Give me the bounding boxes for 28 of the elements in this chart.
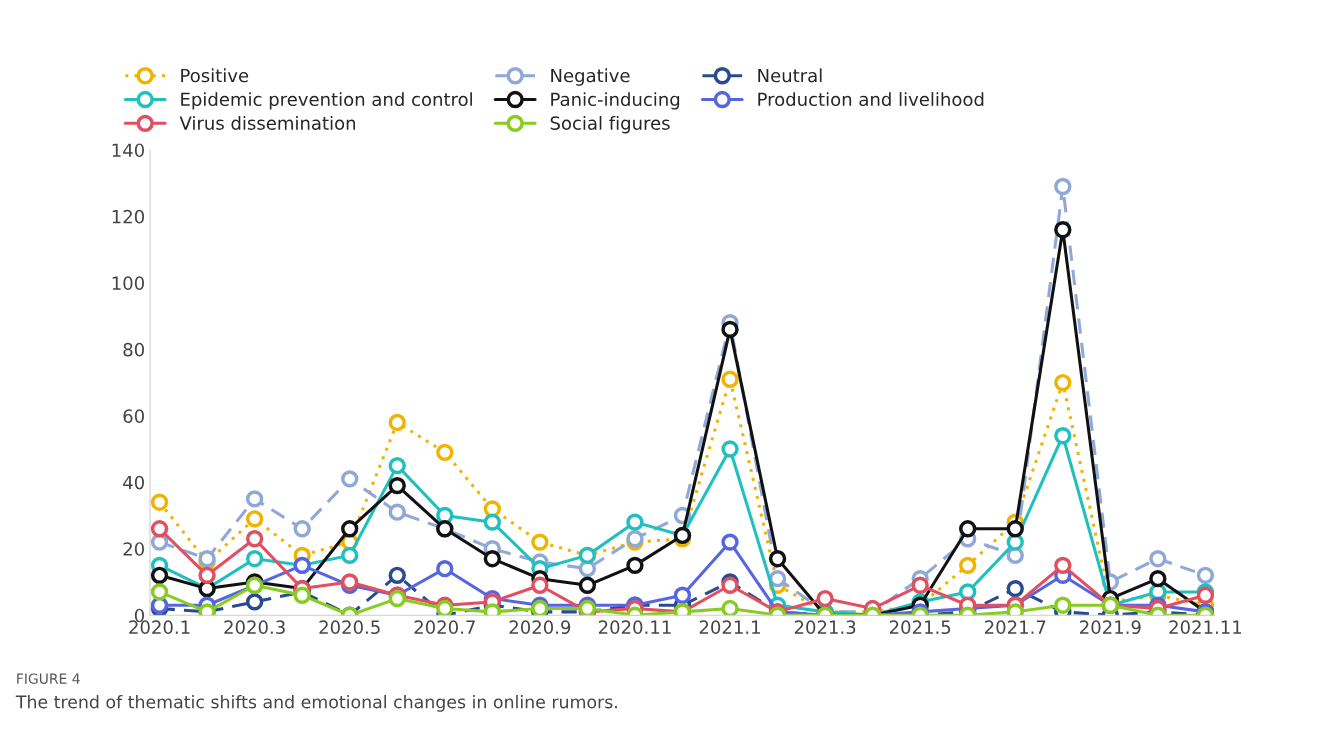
y-tick-label: 120	[112, 209, 144, 224]
x-tick-label: 2021.5	[889, 620, 951, 635]
legend-label: Neutral	[758, 68, 822, 83]
y-tick-label: 20	[123, 542, 144, 556]
y-tick-label: 60	[123, 409, 144, 423]
legend-label: Social figures	[550, 115, 670, 134]
legend-label: Production and livelihood	[758, 92, 984, 107]
x-tick-label: 2021.9	[1080, 620, 1141, 635]
y-tick-label: 100	[112, 276, 144, 290]
legend-label: Negative	[551, 68, 630, 86]
x-tick-label: 2020.9	[509, 620, 571, 635]
x-tick-label: 2021.3	[794, 620, 856, 635]
x-tick-label: 2021.1	[699, 620, 760, 635]
y-tick-label: 80	[123, 342, 144, 357]
x-tick-label: 2020.3	[224, 620, 285, 635]
x-tick-label: 2020.11	[598, 620, 671, 635]
y-tick-label: 40	[123, 475, 144, 490]
x-tick-label: 2021.7	[984, 620, 1046, 635]
legend-label: Virus dissemination	[179, 115, 356, 130]
caption: FIGURE 4	[17, 673, 80, 684]
x-tick-label: 2020.5	[319, 620, 380, 635]
legend-label: Positive	[181, 68, 249, 83]
x-tick-label: 2021.11	[1169, 620, 1242, 635]
text: The trend of thematic shifts and emotional changes in online rumors.	[15, 694, 617, 712]
legend-label: Epidemic prevention and control	[181, 92, 472, 110]
legend-label: Panic-inducing	[551, 92, 680, 110]
y-tick-label: 140	[112, 143, 144, 158]
x-tick-label: 2020.7	[414, 620, 475, 635]
